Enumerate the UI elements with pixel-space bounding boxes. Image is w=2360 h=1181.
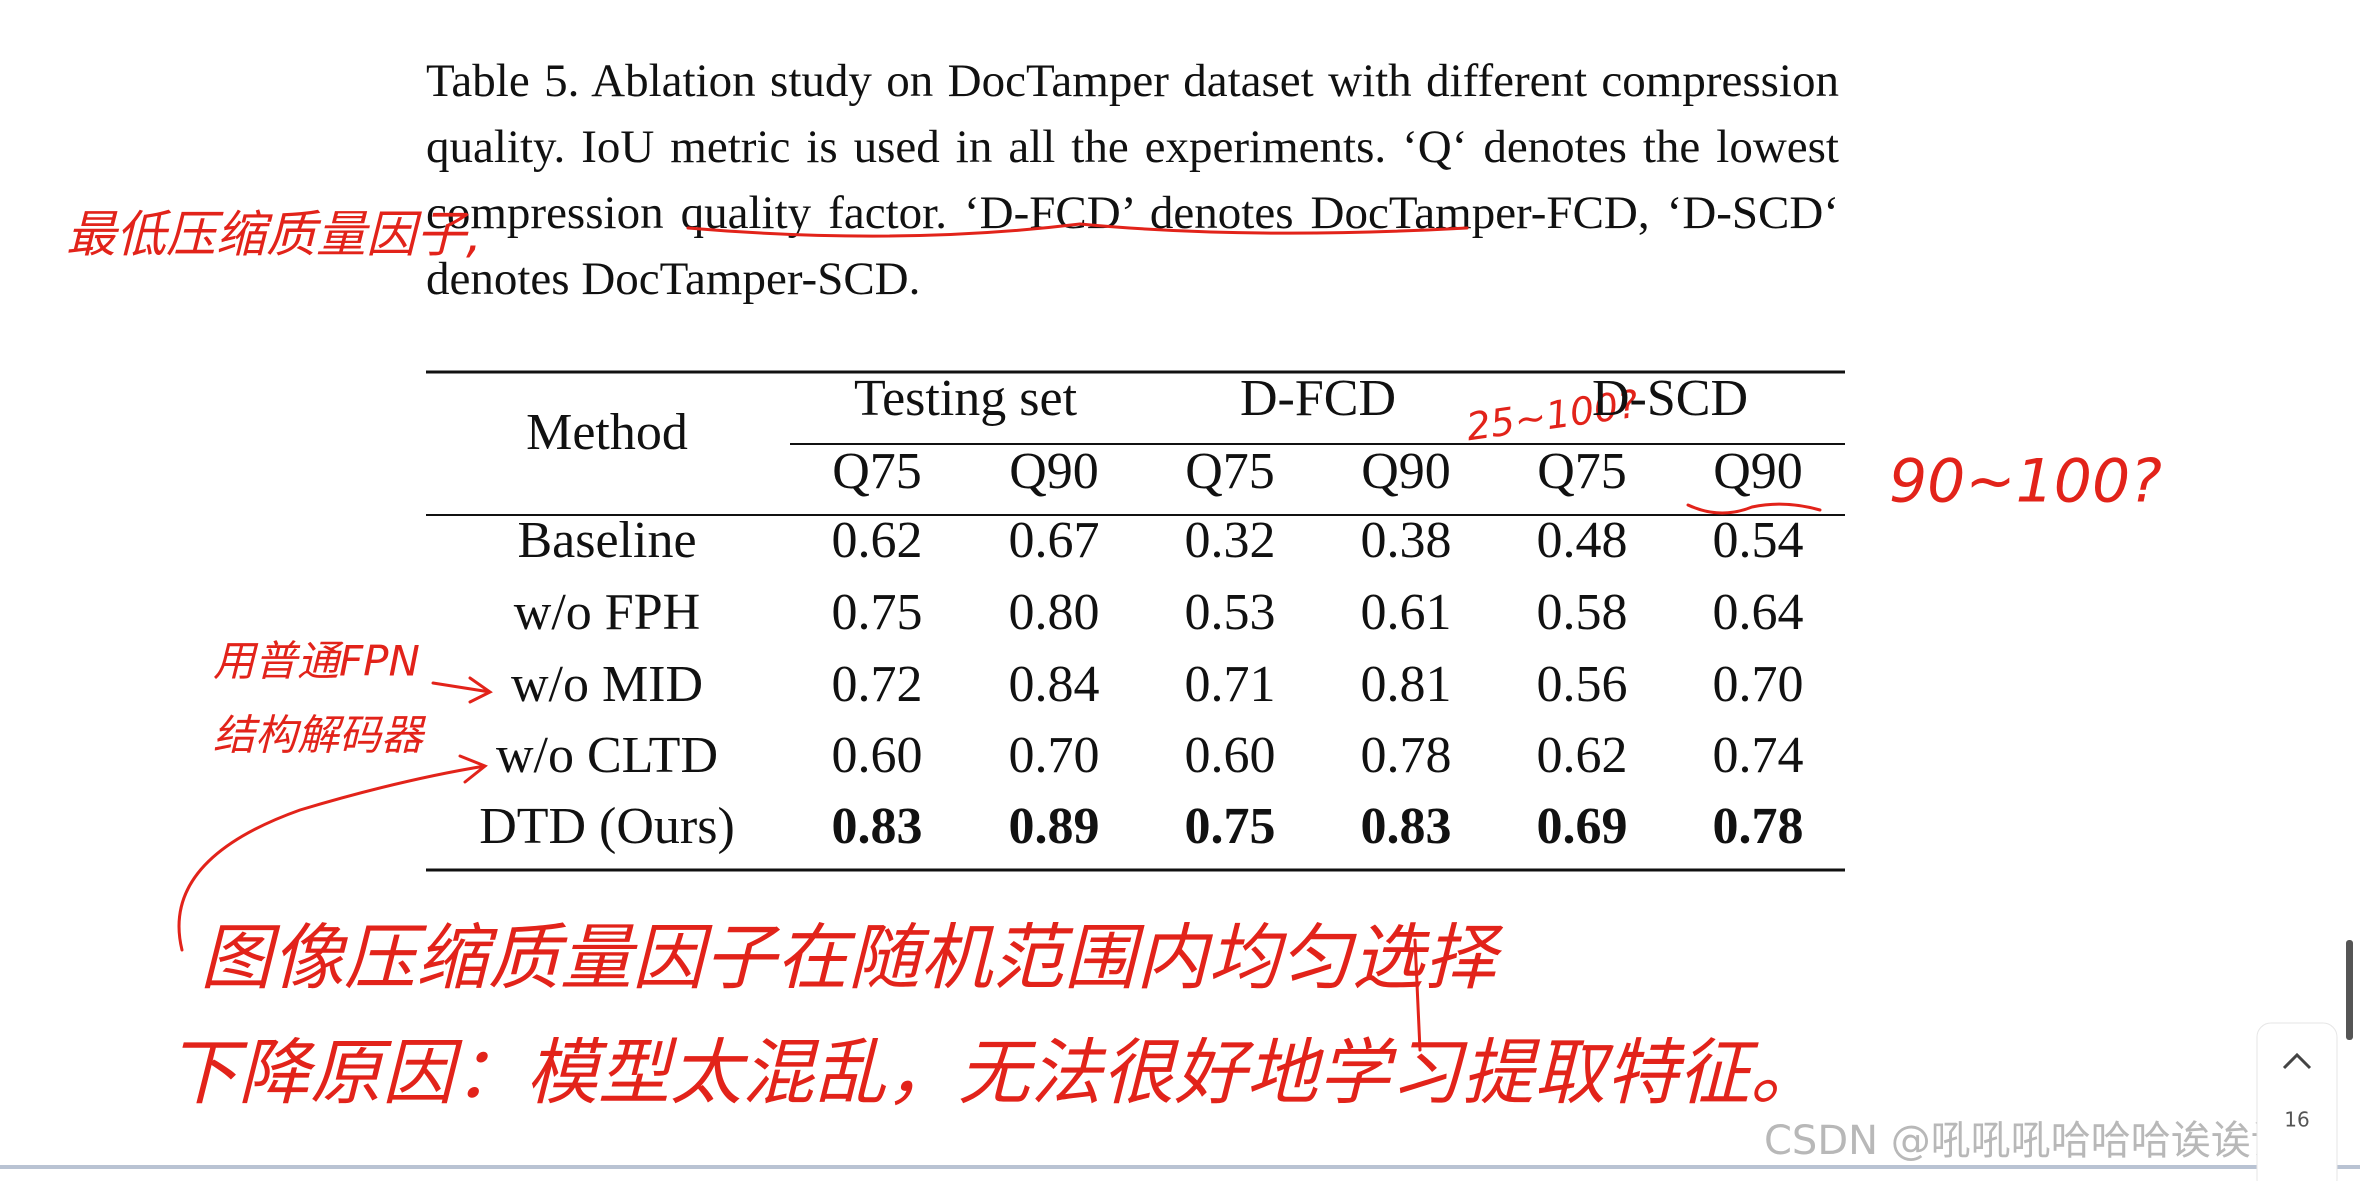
sub-header: Q90	[1361, 443, 1451, 500]
cell: 0.53	[1185, 584, 1276, 641]
cell: 0.74	[1713, 727, 1804, 784]
cell: 0.70	[1009, 727, 1100, 784]
up-icon	[2282, 1052, 2312, 1070]
sub-header: Q90	[1009, 443, 1099, 500]
cell: 0.78	[1361, 727, 1452, 784]
sub-header: Q75	[1537, 443, 1627, 500]
sub-header: Q90	[1713, 443, 1803, 500]
row-method: w/o CLTD	[496, 727, 718, 784]
cell: 0.81	[1361, 656, 1452, 713]
cell: 0.75	[832, 584, 923, 641]
cell: 0.67	[1009, 512, 1100, 569]
arrow	[431, 676, 493, 704]
cell: 0.60	[832, 727, 923, 784]
cell: 0.48	[1537, 512, 1628, 569]
cell: 0.71	[1185, 656, 1276, 713]
cell: 0.56	[1537, 656, 1628, 713]
page-number: 16	[2284, 1108, 2309, 1132]
note: 90~100?	[1889, 447, 2162, 517]
stroke	[1413, 938, 1422, 1052]
cell: 0.75	[1185, 798, 1276, 855]
cell: 0.89	[1009, 798, 1100, 855]
row-method: w/o MID	[511, 656, 703, 713]
cell: 0.83	[832, 798, 923, 855]
cell: 0.58	[1537, 584, 1628, 641]
row-method: w/o FPH	[514, 584, 700, 641]
table-caption: Table 5. Ablation study on DocTamper dat…	[426, 55, 1839, 305]
cell: 0.80	[1009, 584, 1100, 641]
note: 最低压缩质量因子,	[66, 206, 482, 264]
sub-header: Q75	[1185, 443, 1275, 500]
cell: 0.61	[1361, 584, 1452, 641]
group-header: D-SCD	[1592, 370, 1748, 427]
note: 图像压缩质量因子在随机范围内均匀选择	[200, 916, 1504, 1000]
cell: 0.64	[1713, 584, 1804, 641]
cell: 0.69	[1537, 798, 1628, 855]
sub-header: Q75	[832, 443, 922, 500]
row-method: Baseline	[517, 512, 696, 569]
cell: 0.78	[1713, 798, 1804, 855]
note: 结构解码器	[213, 711, 427, 760]
watermark: CSDN @吼吼吼哈哈哈诶诶诶	[1764, 1118, 2291, 1164]
underline	[686, 222, 1469, 238]
method-header: Method	[526, 404, 688, 461]
cell: 0.62	[832, 512, 923, 569]
cell: 0.83	[1361, 798, 1452, 855]
squiggle	[1686, 502, 1822, 515]
curved-arrow	[177, 754, 488, 952]
cell: 0.72	[832, 656, 923, 713]
cell: 0.54	[1713, 512, 1804, 569]
scrollbar[interactable]	[2346, 940, 2353, 1040]
note: 下降原因：模型太混乱，无法很好地学习提取特征。	[166, 1031, 1822, 1115]
cell: 0.70	[1713, 656, 1804, 713]
row-method: DTD (Ours)	[479, 798, 735, 855]
group-header: Testing set	[854, 370, 1078, 427]
group-header: D-FCD	[1240, 370, 1396, 427]
cell: 0.32	[1185, 512, 1276, 569]
scroll-top-button[interactable]	[2256, 1022, 2338, 1181]
cell: 0.38	[1361, 512, 1452, 569]
note: 用普通FPN	[213, 637, 420, 686]
cell: 0.60	[1185, 727, 1276, 784]
cell: 0.84	[1009, 656, 1100, 713]
cell: 0.62	[1537, 727, 1628, 784]
